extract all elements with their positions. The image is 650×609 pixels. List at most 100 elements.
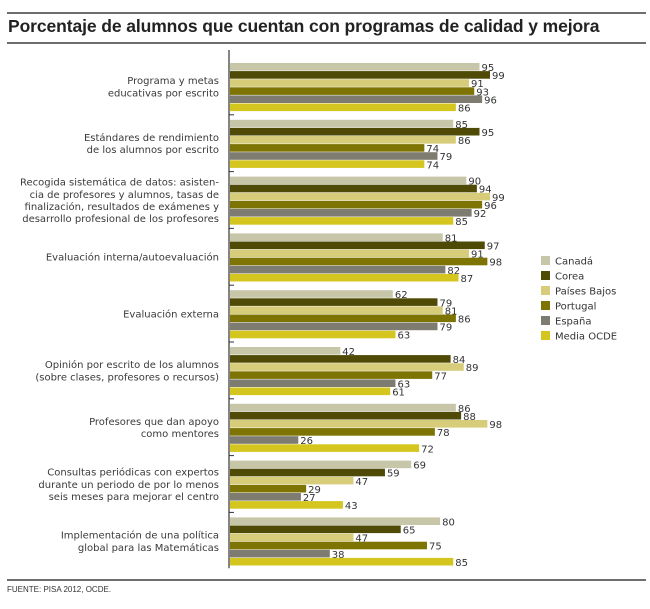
data-label: 61 bbox=[392, 388, 405, 399]
data-label: 75 bbox=[429, 542, 442, 553]
bar bbox=[230, 428, 435, 436]
bar bbox=[230, 176, 467, 185]
bottom-rule bbox=[7, 579, 646, 581]
data-label: 98 bbox=[489, 420, 502, 431]
legend-label: Corea bbox=[555, 272, 584, 283]
bar bbox=[230, 184, 477, 193]
bar bbox=[230, 330, 396, 339]
category-label: Evaluación interna/autoevaluación bbox=[46, 252, 219, 264]
data-label: 79 bbox=[439, 323, 452, 334]
category-label: global para las Matemáticas bbox=[78, 542, 219, 554]
data-label: 95 bbox=[481, 128, 494, 139]
source-note: FUENTE: PISA 2012, OCDE. bbox=[7, 585, 112, 594]
category-label: Opinión por escrito de los alumnos bbox=[45, 359, 219, 371]
top-rule bbox=[7, 12, 646, 14]
bar bbox=[230, 493, 301, 501]
bar bbox=[230, 95, 483, 103]
bar bbox=[230, 533, 354, 542]
data-label: 93 bbox=[476, 87, 489, 98]
bar bbox=[230, 152, 438, 160]
bar bbox=[230, 379, 396, 387]
bar bbox=[230, 209, 472, 217]
bar bbox=[230, 549, 330, 558]
bar bbox=[230, 403, 456, 412]
bar bbox=[230, 127, 480, 136]
data-label: 62 bbox=[395, 290, 408, 301]
bar bbox=[230, 103, 456, 112]
data-label: 94 bbox=[479, 185, 492, 196]
category-label: desarrollo profesional de los profesores bbox=[22, 214, 219, 225]
bar bbox=[230, 273, 459, 282]
data-label: 29 bbox=[308, 485, 321, 496]
data-label: 47 bbox=[355, 534, 368, 545]
bar bbox=[230, 241, 485, 250]
category-label: seis meses para mejorar el centro bbox=[49, 492, 219, 503]
bar bbox=[230, 290, 393, 298]
bar bbox=[230, 501, 343, 509]
data-label: 90 bbox=[468, 177, 481, 188]
bar bbox=[230, 387, 391, 396]
category-label: cia de profesores y alumnos, tasas de bbox=[30, 190, 219, 201]
bar bbox=[230, 436, 299, 444]
data-label: 87 bbox=[460, 274, 473, 285]
data-label: 88 bbox=[463, 412, 476, 423]
data-label: 79 bbox=[439, 298, 452, 309]
bar bbox=[230, 306, 443, 314]
legend-swatch bbox=[541, 256, 550, 265]
bar bbox=[230, 87, 475, 95]
data-label: 79 bbox=[439, 152, 452, 163]
bar bbox=[230, 217, 454, 225]
data-label: 72 bbox=[421, 444, 434, 455]
legend-swatch bbox=[541, 271, 550, 280]
legend-label: Canadá bbox=[555, 256, 593, 268]
bar bbox=[230, 460, 412, 469]
bar bbox=[230, 79, 469, 87]
data-label: 78 bbox=[437, 428, 450, 439]
legend-swatch bbox=[541, 301, 550, 310]
bar bbox=[230, 371, 433, 379]
legend-swatch bbox=[541, 331, 550, 340]
legend-label: Países Bajos bbox=[555, 286, 616, 298]
category-label: Estándares de rendimiento bbox=[84, 132, 219, 144]
bar bbox=[230, 192, 490, 201]
data-label: 27 bbox=[303, 493, 316, 504]
data-label: 74 bbox=[426, 144, 439, 155]
bar bbox=[230, 200, 483, 209]
data-label: 82 bbox=[447, 266, 460, 277]
bar bbox=[230, 363, 464, 371]
bar bbox=[230, 557, 454, 566]
legend-swatch bbox=[541, 316, 550, 325]
category-label: finalización, resultados de exámenes y bbox=[25, 201, 220, 213]
bar bbox=[230, 144, 425, 152]
bar bbox=[230, 420, 488, 428]
category-label: como mentores bbox=[141, 429, 219, 440]
data-label: 59 bbox=[387, 469, 400, 480]
category-label: Implementación de una política bbox=[61, 530, 219, 542]
data-label: 86 bbox=[458, 315, 471, 326]
legend-label: España bbox=[555, 317, 591, 328]
data-label: 92 bbox=[474, 209, 487, 220]
bar bbox=[230, 347, 341, 355]
data-label: 91 bbox=[471, 79, 484, 90]
data-label: 89 bbox=[466, 363, 479, 374]
bar bbox=[230, 525, 401, 534]
data-label: 69 bbox=[413, 461, 426, 472]
data-label: 85 bbox=[455, 217, 468, 228]
category-label: Recogida sistemática de datos: asisten- bbox=[20, 177, 219, 189]
data-label: 63 bbox=[397, 379, 410, 390]
data-label: 38 bbox=[332, 550, 345, 561]
legend-swatch bbox=[541, 286, 550, 295]
legend-label: Portugal bbox=[555, 302, 596, 313]
data-label: 98 bbox=[489, 258, 502, 269]
bar bbox=[230, 233, 443, 241]
bar bbox=[230, 63, 480, 71]
bar bbox=[230, 322, 438, 331]
category-label: Programa y metas bbox=[127, 76, 219, 87]
bar bbox=[230, 476, 354, 485]
bar bbox=[230, 355, 451, 363]
data-label: 95 bbox=[481, 63, 494, 74]
bar bbox=[230, 484, 307, 493]
data-label: 80 bbox=[442, 517, 455, 528]
category-label: durante un periodo de por lo menos bbox=[38, 480, 219, 491]
